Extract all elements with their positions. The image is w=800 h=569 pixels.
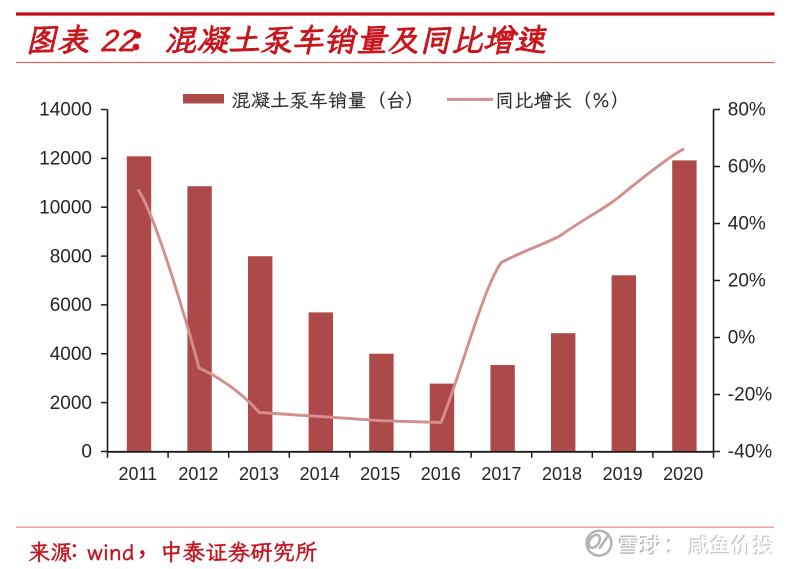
svg-text:60%: 60%: [728, 157, 766, 178]
svg-text:2017: 2017: [481, 464, 521, 484]
svg-text:0: 0: [81, 442, 92, 463]
svg-text:2013: 2013: [239, 464, 279, 484]
svg-text:2015: 2015: [360, 464, 400, 484]
svg-text:2014: 2014: [300, 464, 340, 484]
svg-text:2011: 2011: [118, 464, 157, 484]
svg-text:2016: 2016: [421, 464, 461, 484]
svg-text:40%: 40%: [728, 214, 766, 235]
svg-text:0%: 0%: [728, 328, 756, 349]
svg-text:-40%: -40%: [728, 442, 772, 463]
svg-text:12000: 12000: [39, 149, 92, 170]
svg-text:4000: 4000: [50, 344, 92, 365]
svg-text:8000: 8000: [50, 246, 92, 267]
svg-text:2019: 2019: [603, 464, 643, 484]
svg-text:80%: 80%: [728, 100, 766, 121]
svg-text:6000: 6000: [50, 295, 92, 316]
svg-text:-20%: -20%: [728, 385, 772, 406]
svg-text:2018: 2018: [542, 464, 582, 484]
svg-text:2012: 2012: [178, 464, 218, 484]
svg-text:20%: 20%: [728, 271, 766, 292]
svg-text:14000: 14000: [39, 100, 92, 121]
svg-text:2000: 2000: [50, 393, 92, 414]
svg-text:10000: 10000: [39, 197, 92, 218]
svg-text:2020: 2020: [663, 464, 703, 484]
